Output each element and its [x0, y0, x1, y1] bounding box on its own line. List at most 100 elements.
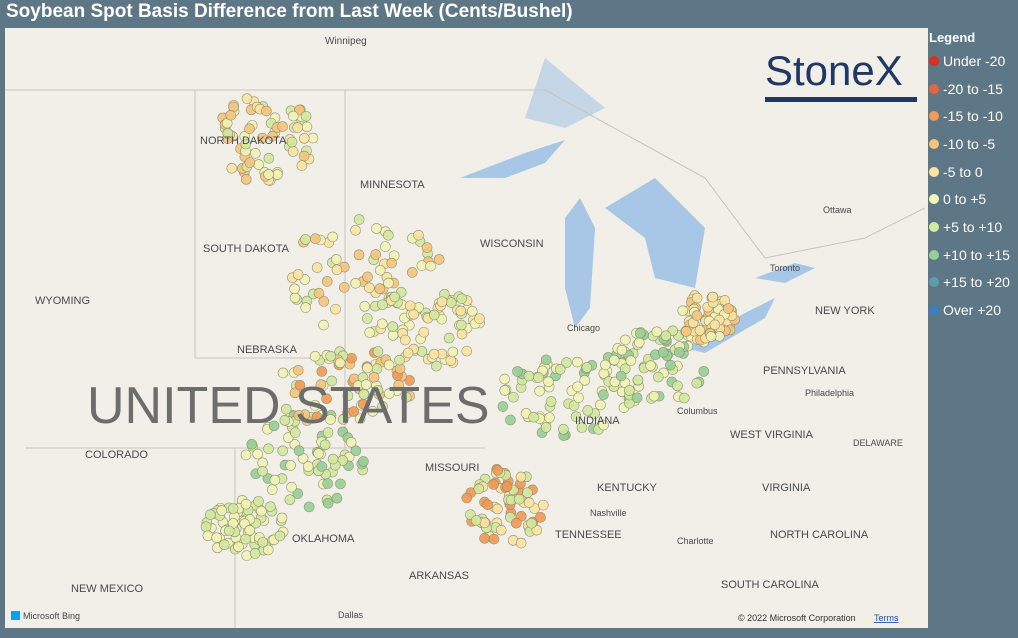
- location-dot: [266, 484, 278, 495]
- location-dot: [383, 229, 394, 241]
- location-dot: [289, 387, 301, 399]
- map-label: Philadelphia: [805, 388, 854, 398]
- location-dot: [265, 501, 276, 512]
- map-label: OKLAHOMA: [292, 533, 355, 545]
- legend-item: 0 to +5: [929, 185, 1018, 213]
- legend-item: -20 to -15: [929, 75, 1018, 103]
- location-dot: [364, 282, 375, 294]
- map-label: WISCONSIN: [480, 238, 544, 250]
- location-dot: [276, 512, 288, 524]
- location-dot: [322, 427, 334, 438]
- location-dot: [428, 348, 440, 360]
- location-dot: [331, 492, 343, 504]
- legend-swatch: [929, 166, 939, 177]
- location-dot: [318, 319, 329, 331]
- location-dot: [372, 346, 384, 357]
- location-dot: [380, 241, 391, 252]
- map-label: Columbus: [677, 406, 718, 416]
- legend-label: Over +20: [943, 302, 1001, 319]
- location-dot: [582, 405, 594, 416]
- location-dot: [499, 373, 510, 385]
- location-dot: [545, 396, 557, 407]
- location-dot: [377, 401, 388, 412]
- location-dot: [240, 138, 252, 150]
- location-dot: [318, 296, 330, 307]
- location-dot: [705, 331, 717, 342]
- location-dot: [572, 356, 583, 368]
- location-dot: [470, 515, 482, 526]
- location-dot: [354, 413, 366, 425]
- location-dot: [350, 224, 361, 236]
- map-label: COLORADO: [85, 449, 148, 461]
- location-dot: [535, 512, 546, 523]
- location-dot: [292, 122, 304, 133]
- location-dot: [256, 505, 267, 517]
- legend-item: +15 to +20: [929, 269, 1018, 297]
- location-dot: [492, 465, 503, 476]
- location-dot: [303, 501, 315, 513]
- map-label: Nashville: [590, 508, 627, 518]
- location-dot: [595, 399, 606, 411]
- location-dot: [383, 277, 394, 289]
- location-dot: [226, 162, 238, 174]
- location-dot: [473, 483, 485, 495]
- location-dot: [523, 370, 535, 382]
- legend-label: -5 to 0: [943, 163, 983, 180]
- map-label: WEST VIRGINIA: [730, 429, 814, 441]
- location-dot: [300, 302, 311, 313]
- location-dot: [244, 524, 256, 536]
- location-dot: [277, 121, 288, 132]
- location-dot: [359, 301, 371, 312]
- location-dot: [293, 410, 305, 421]
- location-dot: [300, 110, 312, 122]
- location-dot: [274, 530, 286, 542]
- location-dot: [360, 379, 372, 390]
- location-dot: [497, 401, 509, 412]
- location-dot: [280, 403, 292, 415]
- location-dot: [261, 105, 272, 117]
- legend-label: Under -20: [943, 52, 1006, 69]
- legend-swatch: [929, 111, 939, 122]
- location-dot: [691, 377, 703, 389]
- location-dot: [540, 422, 552, 433]
- location-dot: [353, 214, 365, 225]
- location-dot: [554, 364, 566, 375]
- legend-swatch: [929, 305, 939, 316]
- location-dot: [288, 110, 299, 122]
- location-dot: [316, 461, 328, 472]
- location-dot: [573, 392, 584, 404]
- map-label: ARKANSAS: [409, 570, 469, 582]
- location-dot: [330, 254, 342, 265]
- location-dot: [389, 291, 400, 303]
- location-dot: [616, 344, 628, 356]
- location-dot: [322, 497, 334, 509]
- location-dot: [292, 269, 304, 280]
- location-dot: [286, 481, 297, 493]
- location-dot: [576, 422, 588, 433]
- location-dot: [331, 264, 343, 276]
- location-dot: [579, 375, 590, 386]
- legend-label: +5 to +10: [943, 218, 1003, 235]
- location-dot: [257, 536, 269, 548]
- location-dot: [249, 548, 261, 559]
- map-label: TENNESSEE: [555, 529, 622, 541]
- map: Winnipeg NORTH DAKOTA MINNESOTA SOUTH DAKOT…: [5, 28, 928, 628]
- location-dot: [608, 354, 620, 366]
- location-dot: [508, 391, 519, 403]
- legend-swatch: [929, 83, 939, 94]
- location-dot: [310, 233, 321, 244]
- location-dot: [330, 303, 341, 315]
- location-dot: [300, 234, 311, 245]
- location-dot: [348, 406, 360, 417]
- location-dot: [364, 327, 375, 338]
- location-dot: [677, 305, 689, 317]
- location-dot: [325, 414, 336, 425]
- terms[interactable]: Terms: [874, 613, 899, 623]
- location-dot: [358, 456, 369, 467]
- location-dot: [723, 303, 734, 314]
- location-dot: [648, 390, 660, 402]
- location-dot: [488, 479, 499, 490]
- location-dot: [538, 499, 549, 511]
- location-dot: [244, 123, 255, 135]
- location-dot: [534, 385, 545, 397]
